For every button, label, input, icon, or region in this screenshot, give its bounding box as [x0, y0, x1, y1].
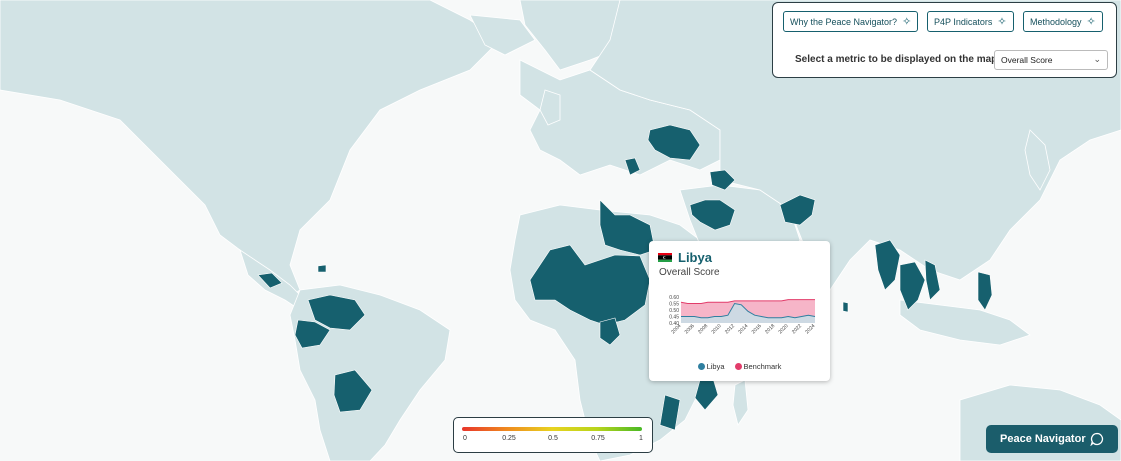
country-vietnam: [924, 259, 941, 301]
y-tick-label: 0.45: [669, 314, 679, 320]
methodology-label: Methodology: [1030, 16, 1082, 27]
x-tick-label: 2006: [684, 323, 696, 335]
country-nigeria-cameroon: [599, 317, 621, 346]
country-libya: [599, 199, 656, 256]
methodology-button[interactable]: Methodology ✧: [1023, 11, 1103, 32]
x-tick-label: 2012: [724, 323, 736, 335]
country-balkans: [624, 157, 641, 176]
country-venezuela: [307, 294, 366, 331]
country-tooltip: Libya Overall Score 0.60 0.55 0.50 0.45 0.40…: [649, 241, 830, 381]
p4p-indicators-label: P4P Indicators: [934, 16, 993, 27]
color-scale-bar: [462, 427, 642, 431]
land-arctic-islands: [469, 14, 536, 56]
country-sri-lanka: [842, 301, 849, 313]
tooltip-metric: Overall Score: [659, 267, 720, 278]
y-tick-label: 0.60: [669, 295, 679, 301]
chat-bubble-icon: [1090, 432, 1104, 446]
sparkle-icon: ✧: [902, 16, 912, 28]
country-afghanistan: [779, 194, 816, 226]
why-peace-navigator-button[interactable]: Why the Peace Navigator? ✧: [783, 11, 919, 32]
country-name: Libya: [678, 250, 712, 265]
scale-tick: 0: [463, 435, 467, 442]
land-se-asia-islands: [899, 299, 1031, 346]
legend-label: Libya: [706, 362, 725, 371]
x-tick-label: 2008: [697, 323, 709, 335]
peace-navigator-label: Peace Navigator: [1000, 433, 1086, 445]
legend-item-libya: Libya: [697, 362, 725, 371]
libya-line: [681, 302, 816, 319]
sparkle-icon: ✧: [997, 16, 1007, 28]
why-peace-navigator-label: Why the Peace Navigator?: [790, 16, 898, 27]
p4p-indicators-button[interactable]: P4P Indicators ✧: [927, 11, 1014, 32]
country-colombia: [294, 319, 331, 349]
x-tick-label: 2024: [804, 323, 816, 335]
legend-label: Benchmark: [743, 362, 782, 371]
scale-tick: 0.5: [548, 435, 558, 442]
country-syria-iraq: [689, 199, 736, 231]
country-sahel: [529, 244, 651, 326]
scale-tick: 1: [639, 435, 643, 442]
libya-flag-icon: [658, 253, 672, 262]
scale-tick: 0.25: [502, 435, 516, 442]
scale-tick: 0.75: [591, 435, 605, 442]
color-scale-legend: 0 0.25 0.5 0.75 1: [453, 417, 653, 453]
x-tick-label: 2022: [791, 323, 803, 335]
x-tick-label: 2018: [764, 323, 776, 335]
country-central-america: [257, 272, 283, 289]
country-caucasus: [709, 169, 736, 191]
chart-legend: Libya Benchmark: [649, 362, 830, 371]
country-philippines: [977, 271, 993, 311]
metric-select-value: Overall Score: [1001, 55, 1053, 65]
x-tick-label: 2016: [751, 323, 763, 335]
y-tick-label: 0.55: [669, 301, 679, 307]
country-ukraine: [647, 124, 701, 161]
x-tick-label: 2020: [778, 323, 790, 335]
country-haiti: [317, 264, 327, 273]
legend-dot: [734, 363, 742, 370]
metric-select[interactable]: Overall Score ⌄: [994, 50, 1108, 70]
y-tick-label: 0.40: [669, 321, 679, 327]
land-japan: [1024, 129, 1051, 191]
country-myanmar: [874, 239, 901, 291]
benchmark-line: [680, 299, 815, 304]
sparkle-icon: ✧: [1086, 16, 1096, 28]
x-tick-label: 2010: [711, 323, 723, 335]
x-tick-label: 2014: [737, 323, 749, 335]
country-thailand: [899, 261, 926, 311]
country-bolivia: [333, 369, 373, 413]
control-panel: Why the Peace Navigator? ✧ P4P Indicator…: [772, 2, 1117, 78]
land-uk: [539, 89, 561, 126]
land-south-america: [289, 284, 451, 461]
legend-dot: [697, 363, 705, 370]
chevron-down-icon: ⌄: [1093, 54, 1101, 64]
peace-navigator-button[interactable]: Peace Navigator: [986, 425, 1118, 453]
country-mozambique: [659, 394, 681, 431]
metric-select-label: Select a metric to be displayed on the m…: [795, 54, 1001, 65]
y-tick-label: 0.50: [669, 308, 679, 314]
legend-item-benchmark: Benchmark: [734, 362, 782, 371]
